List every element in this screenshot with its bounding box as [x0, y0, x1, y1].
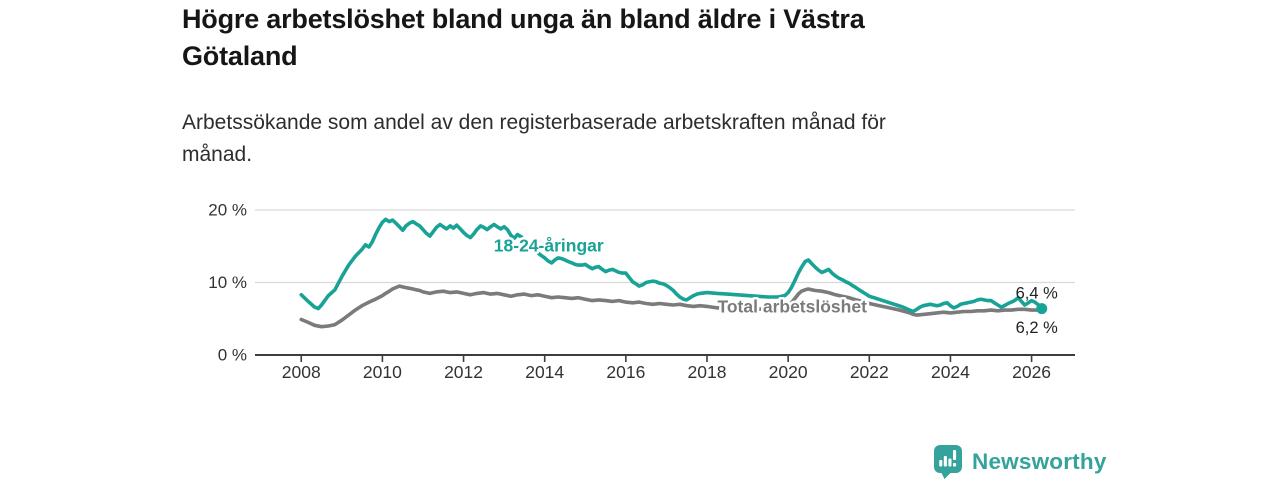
page-title-line1: Högre arbetslöshet bland unga än bland ä…	[182, 4, 865, 34]
x-tick-label: 2020	[769, 362, 808, 382]
series-label-youth: 18-24-åringar	[494, 236, 604, 256]
series-end-dot-youth	[1036, 303, 1048, 315]
chart-subtitle-line2: månad.	[182, 143, 253, 166]
page-title: Högre arbetslöshet bland unga än bland ä…	[182, 1, 1022, 75]
end-value-label-youth: 6,4 %	[1016, 285, 1059, 303]
series-label-total: Total arbetslöshet	[717, 296, 867, 316]
newsworthy-logo-text: Newsworthy	[972, 448, 1107, 474]
x-tick-label: 2016	[606, 362, 645, 382]
x-tick-label: 2018	[688, 362, 727, 382]
chart-subtitle-line1: Arbetssökande som andel av den registerb…	[182, 111, 886, 134]
x-tick-label: 2026	[1012, 362, 1051, 382]
logo-bar-chart-glyph	[939, 450, 957, 467]
end-value-label-total: 6,2 %	[1016, 319, 1059, 337]
newsworthy-logo[interactable]: Newsworthy	[933, 444, 1107, 479]
x-tick-label: 2022	[850, 362, 889, 382]
x-tick-label: 2010	[363, 362, 402, 382]
series-line-youth	[299, 217, 1044, 314]
chart-subtitle: Arbetssökande som andel av den registerb…	[182, 107, 1042, 171]
series-line-total	[299, 284, 1044, 329]
y-tick-label: 10 %	[208, 273, 247, 292]
y-tick-label: 0 %	[218, 346, 247, 365]
y-tick-label: 20 %	[208, 201, 247, 220]
x-tick-label: 2012	[444, 362, 483, 382]
newsworthy-logo-icon	[934, 445, 962, 479]
x-tick-label: 2008	[282, 362, 321, 382]
x-tick-label: 2024	[931, 362, 970, 382]
x-tick-label: 2014	[525, 362, 564, 382]
page-title-line2: Götaland	[182, 41, 298, 71]
